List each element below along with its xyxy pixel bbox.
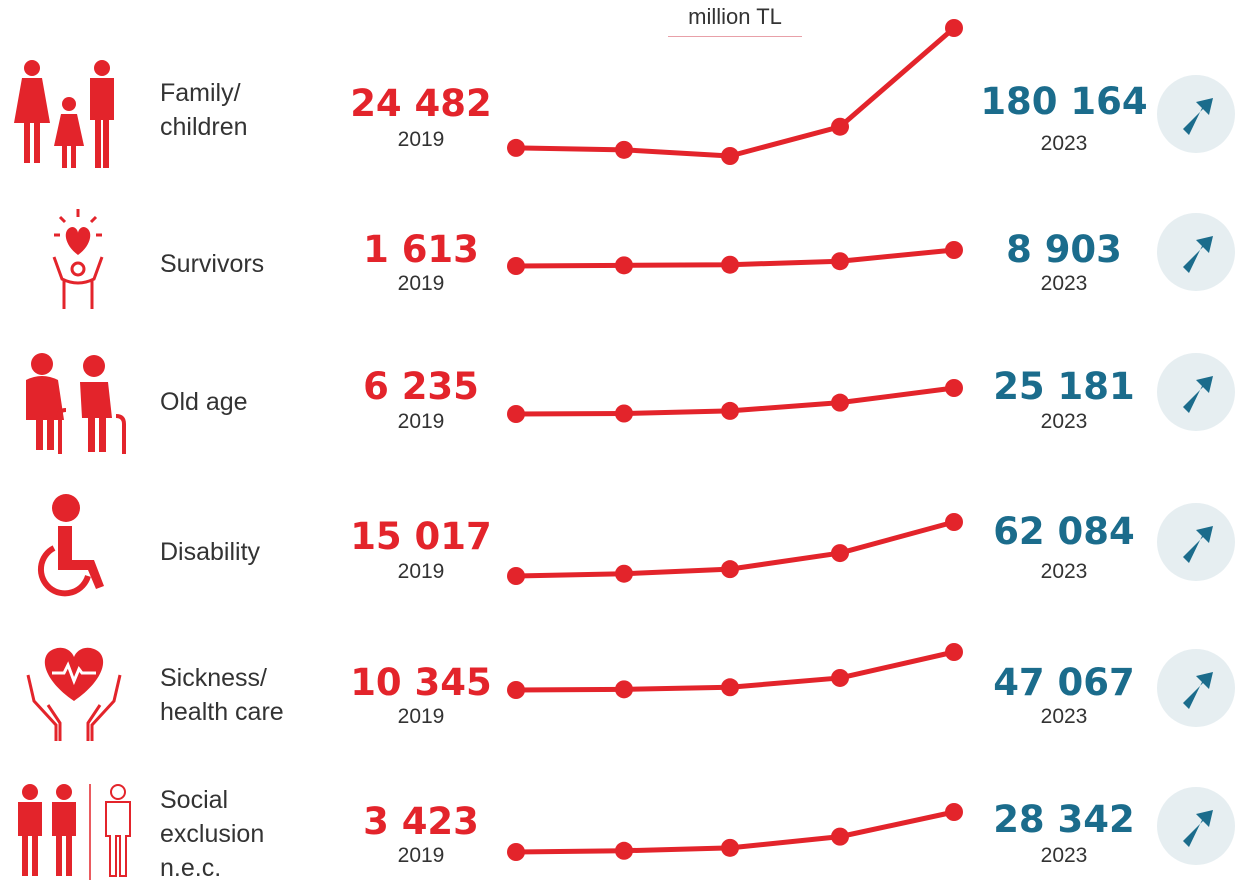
arrow-up-right-icon [1183,376,1213,413]
data-point [721,147,739,165]
start-year: 2019 [397,272,445,295]
elderly-couple-icon [14,350,134,460]
end-value: 47 067 [993,661,1135,704]
chart-row-survivors: Survivors 1 613 2019 8 903 2023 [0,200,1245,330]
data-point [831,117,849,136]
health-care-icon [14,635,134,745]
trend-up-button[interactable] [1157,353,1235,431]
data-point [507,567,525,585]
data-point [831,827,849,846]
end-year: 2023 [1040,272,1088,295]
data-point [615,564,633,583]
end-year: 2023 [1040,705,1088,728]
trend-up-button[interactable] [1157,503,1235,581]
start-value: 24 482 [350,82,492,125]
arrow-up-right-icon [1183,98,1213,135]
heart-hands-icon [14,205,134,315]
data-point [615,841,633,860]
data-point [831,252,849,271]
end-value: 28 342 [993,798,1135,841]
end-year: 2023 [1040,132,1088,155]
unit-label: million TL [668,4,802,37]
data-point [507,843,525,861]
data-point [721,255,739,274]
start-value: 1 613 [363,228,479,271]
data-point [507,138,525,157]
trend-up-button[interactable] [1157,787,1235,865]
end-year: 2023 [1040,410,1088,433]
chart-row-disability: Disability 15 017 2019 62 084 2023 [0,485,1245,615]
data-point [831,393,849,412]
end-year: 2023 [1040,560,1088,583]
category-label: Sickness/ health care [160,664,284,726]
category-label: Social exclusion n.e.c. [160,786,265,882]
start-year: 2019 [397,560,445,583]
data-point [615,404,633,423]
data-point [721,838,739,857]
arrow-up-right-icon [1183,672,1213,709]
data-point [945,241,963,259]
arrow-up-right-icon [1183,526,1213,563]
category-label: Disability [160,538,261,566]
data-point [945,643,963,661]
start-value: 6 235 [363,365,479,408]
start-value: 3 423 [363,800,479,843]
trend-up-button[interactable] [1157,75,1235,153]
end-value: 8 903 [1006,228,1122,271]
data-point [615,140,633,159]
start-year: 2019 [397,705,445,728]
arrow-up-right-icon [1183,810,1213,847]
chart-row-social-exclusion: Social exclusion n.e.c. 3 423 2019 28 34… [0,765,1245,895]
data-point [507,257,525,275]
start-year: 2019 [397,410,445,433]
start-value: 10 345 [350,661,492,704]
end-year: 2023 [1040,844,1088,867]
data-point [945,379,963,397]
data-point [721,401,739,420]
end-value: 180 164 [980,80,1148,123]
data-point [945,513,963,531]
data-point [945,19,963,37]
trend-up-button[interactable] [1157,649,1235,727]
wheelchair-icon [14,490,134,600]
end-value: 25 181 [993,365,1135,408]
start-year: 2019 [397,844,445,867]
data-point [615,256,633,275]
data-point [945,803,963,821]
trend-up-button[interactable] [1157,213,1235,291]
chart-row-family: Family/ children 24 482 2019 180 164 202… [0,40,1245,170]
data-point [831,668,849,687]
data-point [721,678,739,697]
category-label: Survivors [160,250,265,278]
category-label: Family/ children [160,79,248,141]
family-icon [14,60,134,170]
chart-row-old-age: Old age 6 235 2019 25 181 2023 [0,340,1245,470]
start-year: 2019 [397,128,445,151]
series-line [515,26,956,159]
data-point [721,560,739,579]
social-exclusion-icon [14,780,134,890]
data-point [507,405,525,423]
data-point [507,681,525,699]
arrow-up-right-icon [1183,236,1213,273]
data-point [615,680,633,699]
category-label: Old age [160,388,248,416]
chart-row-sickness: Sickness/ health care 10 345 2019 47 067… [0,625,1245,755]
start-value: 15 017 [350,515,492,558]
data-point [831,544,849,563]
end-value: 62 084 [993,510,1135,553]
